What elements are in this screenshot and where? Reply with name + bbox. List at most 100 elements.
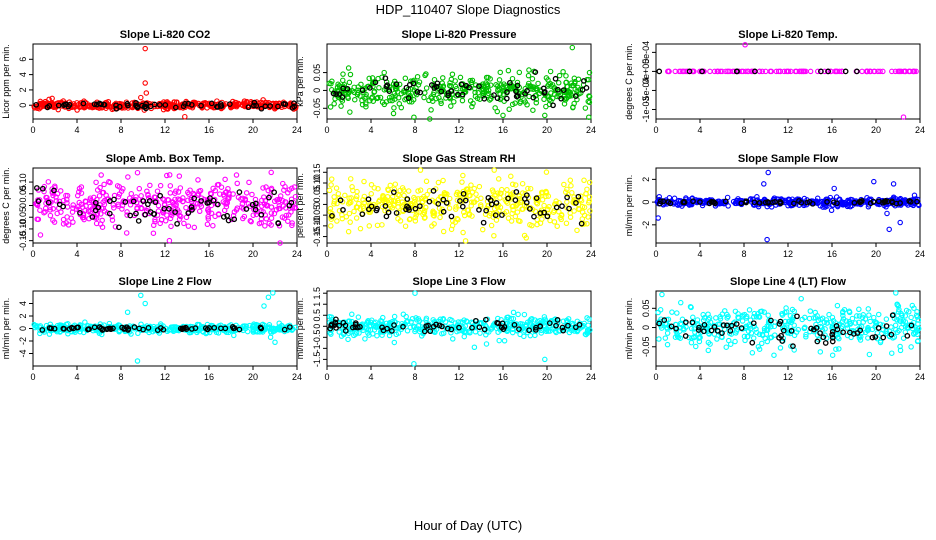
reference-point [91,324,98,331]
data-point [110,202,117,208]
data-point [210,185,216,192]
y-tick-label: 4 [18,72,28,77]
reference-point [145,201,151,208]
y-tick-label: -1.5 [312,352,322,368]
data-point [281,215,288,221]
data-point [416,209,422,215]
reference-point [834,200,840,207]
data-point [669,309,675,315]
data-point [535,80,541,87]
data-point [240,206,247,212]
data-point [335,190,342,197]
x-tick-label: 20 [871,372,881,382]
data-point [875,311,882,318]
data-point [834,302,841,309]
data-point [567,214,574,220]
outlier-point [655,215,661,221]
data-point [701,315,708,321]
reference-point [405,95,412,102]
data-point [431,76,438,83]
reference-point [217,103,224,109]
data-point [568,80,575,86]
reference-point [127,212,134,219]
data-point [282,199,289,205]
data-point [586,194,593,200]
data-point [77,104,83,110]
data-point [440,330,447,336]
panel-title: Slope Li-820 CO2 [120,29,210,41]
reference-point [445,92,451,99]
data-point [509,210,515,217]
outlier-point [884,210,890,217]
x-tick-label: 20 [871,125,881,135]
data-point [247,218,254,224]
data-point [109,217,116,223]
data-point [208,103,214,110]
reference-point [791,200,797,207]
data-point [345,200,352,207]
data-point [874,201,881,207]
x-tick-label: 24 [586,249,596,259]
data-point [60,221,67,227]
data-point [502,197,508,203]
reference-point [136,325,143,332]
data-point [258,219,264,226]
data-point [374,222,381,229]
data-point [906,309,912,315]
data-point [828,68,834,75]
reference-point [214,201,221,208]
data-point [328,314,335,320]
x-tick-label: 0 [30,125,35,135]
reference-point [813,325,820,331]
x-tick-label: 24 [292,125,302,135]
data-point [440,316,446,323]
reference-point [75,324,81,331]
data-point [508,173,514,180]
reference-point [854,68,860,75]
data-point [97,221,104,227]
data-point [759,340,765,347]
data-point [492,320,498,326]
outlier-point [831,185,837,192]
data-point [327,104,334,110]
data-point [136,185,143,192]
reference-point [188,326,195,332]
reference-point [573,200,579,206]
outlier-point [412,290,418,296]
data-point [361,200,367,206]
data-point [705,347,712,354]
data-point [449,71,456,78]
data-point [162,218,169,224]
reference-point [572,324,579,331]
data-point [346,210,353,217]
data-point [713,315,719,321]
y-tick-label: -1e-03 [641,96,651,122]
data-point [866,312,872,318]
reference-point [339,94,346,100]
data-point [672,68,679,75]
x-tick-label: 8 [118,125,123,135]
reference-point [857,199,864,205]
data-point [249,191,255,198]
reference-point [393,81,400,87]
reference-point [889,198,895,205]
reference-point [714,327,721,334]
data-point [732,200,738,207]
reference-point [743,198,750,205]
data-point [466,328,473,334]
reference-point [499,212,505,218]
reference-point [133,102,139,109]
reference-point [188,101,195,108]
x-tick-label: 8 [118,372,123,382]
data-point [196,188,202,195]
data-point [705,339,712,346]
data-point [376,198,382,205]
data-point [495,190,501,196]
data-point [465,186,471,193]
data-point [361,193,368,200]
data-point [460,229,466,236]
data-point [360,203,367,209]
reference-point [466,84,472,91]
data-point [363,101,369,107]
